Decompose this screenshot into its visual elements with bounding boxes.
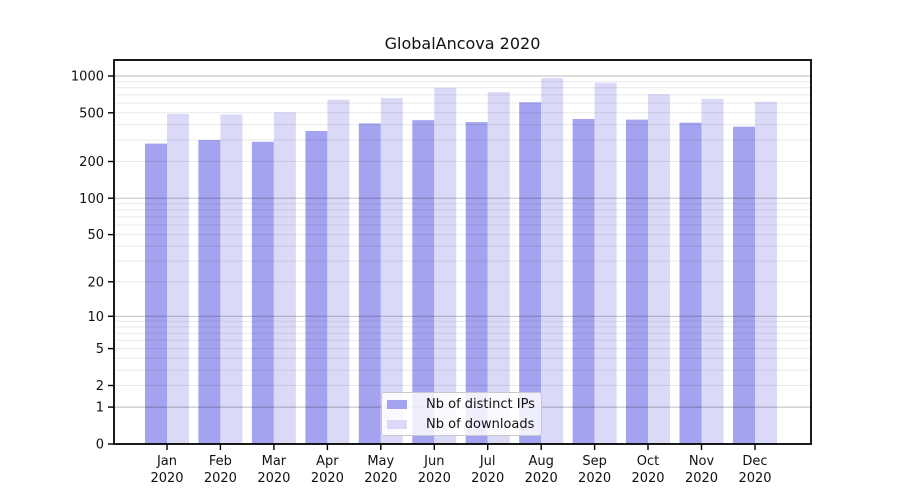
x-tick-label-year: 2020 xyxy=(150,471,183,486)
y-tick-label: 100 xyxy=(79,192,104,207)
x-tick-label-year: 2020 xyxy=(311,471,344,486)
x-tick-label-year: 2020 xyxy=(631,471,664,486)
x-tick-label-year: 2020 xyxy=(204,471,237,486)
y-tick-label: 2 xyxy=(96,379,104,394)
bar-nb-of-downloads-jul xyxy=(487,92,510,444)
legend-swatch-downloads xyxy=(387,419,407,429)
y-tick-label: 0 xyxy=(96,438,104,453)
y-tick-label: 10 xyxy=(87,310,104,325)
bar-nb-of-downloads-dec xyxy=(755,101,777,445)
y-tick-label: 5 xyxy=(96,342,104,357)
bar-nb-of-downloads-nov xyxy=(701,98,724,445)
bar-nb-of-distinct-ips-mar xyxy=(251,141,274,445)
bar-nb-of-downloads-mar xyxy=(273,112,296,445)
bar-nb-of-downloads-feb xyxy=(220,114,243,444)
bar-nb-of-distinct-ips-nov xyxy=(679,122,702,444)
x-tick-label-month: Dec xyxy=(742,454,767,469)
bar-nb-of-downloads-oct xyxy=(648,94,670,444)
bar-nb-of-downloads-apr xyxy=(327,99,350,444)
chart-title: GlobalAncova 2020 xyxy=(384,34,541,53)
bar-nb-of-downloads-may xyxy=(380,98,403,444)
legend-row-distinct-ips: Nb of distinct IPs xyxy=(382,394,541,414)
x-tick-label-month: Aug xyxy=(529,454,554,469)
bar-nb-of-downloads-jan xyxy=(167,113,189,445)
y-tick-label: 1000 xyxy=(71,70,104,85)
x-tick-label-month: May xyxy=(367,454,394,469)
x-tick-label-year: 2020 xyxy=(471,471,504,486)
bar-nb-of-downloads-aug xyxy=(541,78,564,444)
bar-nb-of-distinct-ips-dec xyxy=(733,126,755,444)
x-tick-label-year: 2020 xyxy=(738,471,771,486)
y-tick-label: 500 xyxy=(79,106,104,121)
x-tick-label-month: Jun xyxy=(423,454,444,469)
x-tick-label-year: 2020 xyxy=(418,471,451,486)
legend: Nb of distinct IPs Nb of downloads xyxy=(381,392,542,436)
y-tick-label: 50 xyxy=(87,228,104,243)
legend-row-downloads: Nb of downloads xyxy=(382,414,541,434)
bar-nb-of-distinct-ips-sep xyxy=(572,119,595,444)
legend-swatch-distinct-ips xyxy=(387,399,407,409)
y-tick-label: 20 xyxy=(87,275,104,290)
x-tick-label-month: Jul xyxy=(479,454,496,469)
bar-nb-of-downloads-sep xyxy=(594,82,617,445)
bar-nb-of-distinct-ips-feb xyxy=(198,140,221,444)
x-tick-label-year: 2020 xyxy=(257,471,290,486)
bar-nb-of-distinct-ips-apr xyxy=(305,131,328,444)
y-tick-label: 200 xyxy=(79,155,104,170)
x-tick-label-month: Feb xyxy=(209,454,232,469)
x-tick-label-month: Jan xyxy=(156,454,177,469)
x-tick-label-month: Oct xyxy=(637,454,659,469)
x-tick-label-month: Mar xyxy=(262,454,287,469)
bar-nb-of-distinct-ips-jul xyxy=(465,122,488,444)
bar-nb-of-distinct-ips-oct xyxy=(626,119,648,444)
x-tick-label-year: 2020 xyxy=(578,471,611,486)
y-tick-label: 1 xyxy=(96,401,104,416)
x-tick-label-month: Apr xyxy=(316,454,339,469)
x-tick-label-month: Sep xyxy=(582,454,607,469)
plot-frame xyxy=(113,59,812,445)
x-tick-label-year: 2020 xyxy=(364,471,397,486)
bar-nb-of-downloads-jun xyxy=(434,87,457,445)
x-tick-label-year: 2020 xyxy=(685,471,718,486)
legend-label-distinct-ips: Nb of distinct IPs xyxy=(426,396,535,412)
legend-label-downloads: Nb of downloads xyxy=(426,416,535,432)
bar-nb-of-distinct-ips-may xyxy=(358,123,381,445)
x-tick-label-month: Nov xyxy=(689,454,715,469)
x-tick-label-year: 2020 xyxy=(525,471,558,486)
bar-nb-of-distinct-ips-jan xyxy=(145,143,167,444)
bar-nb-of-distinct-ips-jun xyxy=(412,120,435,444)
bar-nb-of-distinct-ips-aug xyxy=(519,102,542,445)
